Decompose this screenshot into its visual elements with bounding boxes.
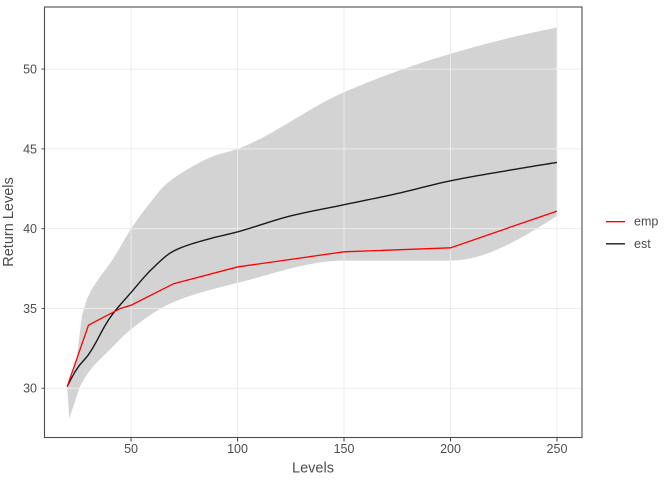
svg-text:Levels: Levels xyxy=(292,461,334,477)
svg-text:35: 35 xyxy=(23,302,37,316)
svg-text:250: 250 xyxy=(547,442,568,456)
svg-text:100: 100 xyxy=(227,442,248,456)
svg-text:30: 30 xyxy=(23,382,37,396)
svg-text:Return Levels: Return Levels xyxy=(1,177,17,266)
svg-text:est: est xyxy=(634,237,651,251)
svg-text:45: 45 xyxy=(23,142,37,156)
svg-text:150: 150 xyxy=(334,442,355,456)
svg-text:200: 200 xyxy=(440,442,461,456)
svg-text:50: 50 xyxy=(23,63,37,77)
svg-text:50: 50 xyxy=(124,442,138,456)
svg-text:40: 40 xyxy=(23,222,37,236)
svg-text:emp: emp xyxy=(634,215,658,229)
